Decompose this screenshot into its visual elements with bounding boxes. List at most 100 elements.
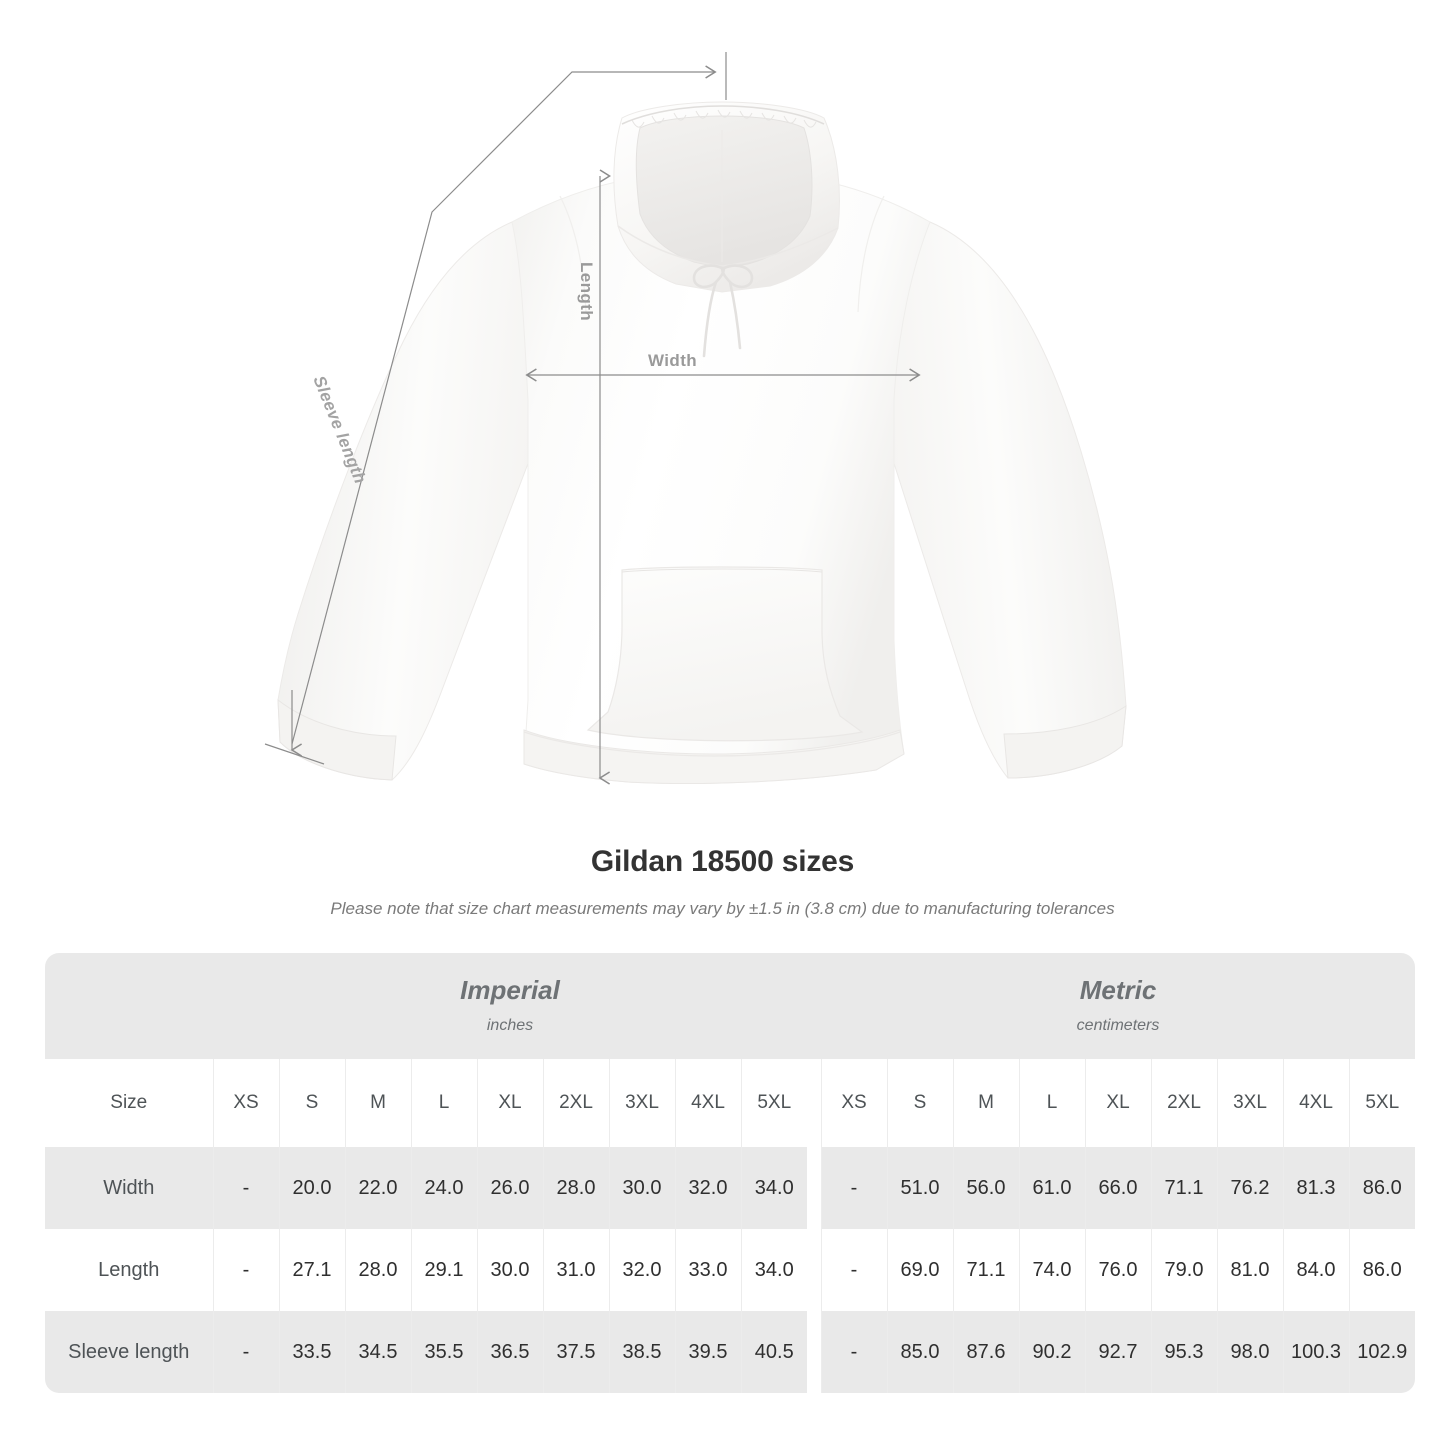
cell-length-metric-l: 74.0 bbox=[1018, 1229, 1086, 1311]
unit-banner-metric: Metric centimeters bbox=[821, 953, 1416, 1059]
garment-diagram: Length Width Sleeve length bbox=[264, 52, 1127, 830]
sleeve-length-leader-line bbox=[291, 65, 717, 745]
cell-sleeve-metric-l: 90.2 bbox=[1018, 1311, 1086, 1393]
row-gap-length bbox=[807, 1229, 822, 1311]
cell-length-imperial-l: 29.1 bbox=[410, 1229, 477, 1311]
cell-length-metric-5xl: 86.0 bbox=[1348, 1229, 1416, 1311]
length-label: Length bbox=[577, 262, 596, 322]
title-block: Gildan 18500 sizes Please note that size… bbox=[0, 845, 1445, 919]
cell-length-imperial-m: 28.0 bbox=[344, 1229, 411, 1311]
cell-length-imperial-2xl: 31.0 bbox=[542, 1229, 609, 1311]
hoodie-garment bbox=[277, 101, 1127, 784]
table-row-sleeve-length: Sleeve length - 33.5 34.5 35.5 36.5 37.5… bbox=[45, 1311, 1416, 1393]
header-imperial-s: S bbox=[278, 1059, 345, 1147]
header-imperial-xl: XL bbox=[476, 1059, 543, 1147]
cell-length-imperial-xl: 30.0 bbox=[476, 1229, 543, 1311]
header-imperial-3xl: 3XL bbox=[608, 1059, 675, 1147]
header-imperial-5xl: 5XL bbox=[740, 1059, 808, 1147]
cell-length-imperial-3xl: 32.0 bbox=[608, 1229, 675, 1311]
unit-banner-spacer bbox=[45, 953, 213, 1059]
size-chart-table-wrapper: Imperial inches Metric centimeters Size … bbox=[45, 953, 1416, 1393]
table-row-width: Width - 20.0 22.0 24.0 26.0 28.0 30.0 32… bbox=[45, 1147, 1416, 1229]
cell-sleeve-metric-5xl: 102.9 bbox=[1348, 1311, 1416, 1393]
cell-length-metric-s: 69.0 bbox=[886, 1229, 954, 1311]
cell-width-metric-m: 56.0 bbox=[952, 1147, 1020, 1229]
cell-sleeve-metric-xs: - bbox=[820, 1311, 888, 1393]
unit-banner-gap bbox=[807, 953, 822, 1059]
cell-width-metric-4xl: 81.3 bbox=[1282, 1147, 1350, 1229]
cell-length-metric-3xl: 81.0 bbox=[1216, 1229, 1284, 1311]
row-gap-width bbox=[807, 1147, 822, 1229]
page-title: Gildan 18500 sizes bbox=[590, 845, 855, 878]
unit-banner-row: Imperial inches Metric centimeters bbox=[45, 953, 1416, 1059]
cell-width-metric-s: 51.0 bbox=[886, 1147, 954, 1229]
header-imperial-xs: XS bbox=[212, 1059, 279, 1147]
header-imperial-m: M bbox=[344, 1059, 411, 1147]
unit-imperial-name: Imperial bbox=[460, 975, 560, 1005]
header-gap bbox=[807, 1059, 822, 1147]
width-label: Width bbox=[648, 351, 698, 370]
table-row-length: Length - 27.1 28.0 29.1 30.0 31.0 32.0 3… bbox=[45, 1229, 1416, 1311]
row-label-length: Length bbox=[45, 1229, 213, 1311]
row-label-width: Width bbox=[45, 1147, 213, 1229]
header-metric-s: S bbox=[886, 1059, 954, 1147]
cell-sleeve-metric-3xl: 98.0 bbox=[1216, 1311, 1284, 1393]
cell-width-imperial-2xl: 28.0 bbox=[542, 1147, 609, 1229]
unit-imperial-sub: inches bbox=[486, 1017, 534, 1034]
cell-length-imperial-xs: - bbox=[212, 1229, 279, 1311]
row-gap-sleeve bbox=[807, 1311, 822, 1393]
cell-width-imperial-3xl: 30.0 bbox=[608, 1147, 675, 1229]
cell-width-imperial-l: 24.0 bbox=[410, 1147, 477, 1229]
cell-width-imperial-5xl: 34.0 bbox=[740, 1147, 808, 1229]
cell-sleeve-imperial-xl: 36.5 bbox=[476, 1311, 543, 1393]
cell-width-imperial-4xl: 32.0 bbox=[674, 1147, 741, 1229]
cell-sleeve-metric-s: 85.0 bbox=[886, 1311, 954, 1393]
row-label-sleeve-length: Sleeve length bbox=[45, 1311, 213, 1393]
cell-sleeve-metric-m: 87.6 bbox=[952, 1311, 1020, 1393]
header-imperial-4xl: 4XL bbox=[674, 1059, 741, 1147]
size-chart-table: Imperial inches Metric centimeters Size … bbox=[45, 953, 1416, 1393]
drawstring bbox=[692, 264, 754, 358]
header-imperial-2xl: 2XL bbox=[542, 1059, 609, 1147]
header-metric-xs: XS bbox=[820, 1059, 888, 1147]
cell-length-metric-m: 71.1 bbox=[952, 1229, 1020, 1311]
cell-sleeve-metric-4xl: 100.3 bbox=[1282, 1311, 1350, 1393]
unit-metric-sub: centimeters bbox=[1076, 1017, 1160, 1034]
cell-length-imperial-s: 27.1 bbox=[278, 1229, 345, 1311]
cell-sleeve-imperial-3xl: 38.5 bbox=[608, 1311, 675, 1393]
cell-width-metric-xs: - bbox=[820, 1147, 888, 1229]
header-metric-xl: XL bbox=[1084, 1059, 1152, 1147]
cell-width-imperial-m: 22.0 bbox=[344, 1147, 411, 1229]
cell-sleeve-imperial-5xl: 40.5 bbox=[740, 1311, 808, 1393]
cell-width-metric-l: 61.0 bbox=[1018, 1147, 1086, 1229]
cell-width-metric-xl: 66.0 bbox=[1084, 1147, 1152, 1229]
header-metric-5xl: 5XL bbox=[1348, 1059, 1416, 1147]
size-header-row: Size XS S M L XL 2XL 3XL 4XL 5XL XS S M … bbox=[45, 1059, 1416, 1147]
cell-width-imperial-xs: - bbox=[212, 1147, 279, 1229]
cell-width-metric-3xl: 76.2 bbox=[1216, 1147, 1284, 1229]
dimension-lines bbox=[264, 52, 921, 778]
unit-banner-imperial: Imperial inches bbox=[213, 953, 808, 1059]
cell-sleeve-imperial-s: 33.5 bbox=[278, 1311, 345, 1393]
sleeve-cuff-tick bbox=[264, 743, 325, 765]
cell-width-imperial-xl: 26.0 bbox=[476, 1147, 543, 1229]
cell-sleeve-imperial-2xl: 37.5 bbox=[542, 1311, 609, 1393]
header-metric-3xl: 3XL bbox=[1216, 1059, 1284, 1147]
cell-width-metric-2xl: 71.1 bbox=[1150, 1147, 1218, 1229]
cell-length-metric-xl: 76.0 bbox=[1084, 1229, 1152, 1311]
cell-length-imperial-4xl: 33.0 bbox=[674, 1229, 741, 1311]
unit-metric-name: Metric bbox=[1079, 975, 1157, 1005]
cell-width-imperial-s: 20.0 bbox=[278, 1147, 345, 1229]
tolerance-note: Please note that size chart measurements… bbox=[330, 899, 1115, 918]
cell-sleeve-imperial-l: 35.5 bbox=[410, 1311, 477, 1393]
cell-length-metric-4xl: 84.0 bbox=[1282, 1229, 1350, 1311]
cell-length-metric-xs: - bbox=[820, 1229, 888, 1311]
hoodie-illustration bbox=[264, 52, 1127, 830]
header-size: Size bbox=[45, 1059, 213, 1147]
header-imperial-l: L bbox=[410, 1059, 477, 1147]
sleeve-length-label: Sleeve length bbox=[309, 373, 371, 487]
cell-sleeve-metric-xl: 92.7 bbox=[1084, 1311, 1152, 1393]
cell-sleeve-imperial-xs: - bbox=[212, 1311, 279, 1393]
header-metric-2xl: 2XL bbox=[1150, 1059, 1218, 1147]
